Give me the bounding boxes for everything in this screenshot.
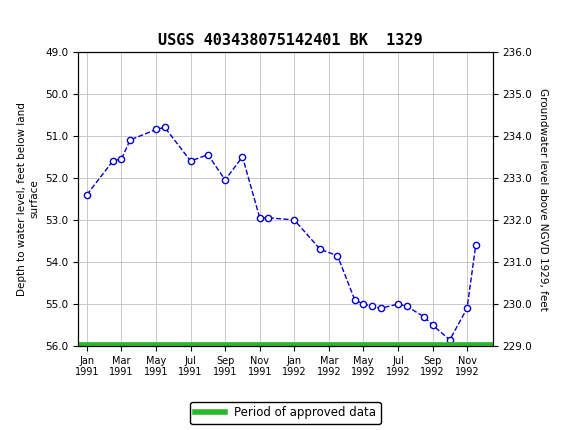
Y-axis label: Depth to water level, feet below land
surface: Depth to water level, feet below land su… <box>17 102 40 296</box>
Legend: Period of approved data: Period of approved data <box>190 402 381 424</box>
Y-axis label: Groundwater level above NGVD 1929, feet: Groundwater level above NGVD 1929, feet <box>538 87 548 310</box>
Text: USGS 403438075142401 BK  1329: USGS 403438075142401 BK 1329 <box>158 34 422 48</box>
Text: USGS: USGS <box>3 11 60 26</box>
